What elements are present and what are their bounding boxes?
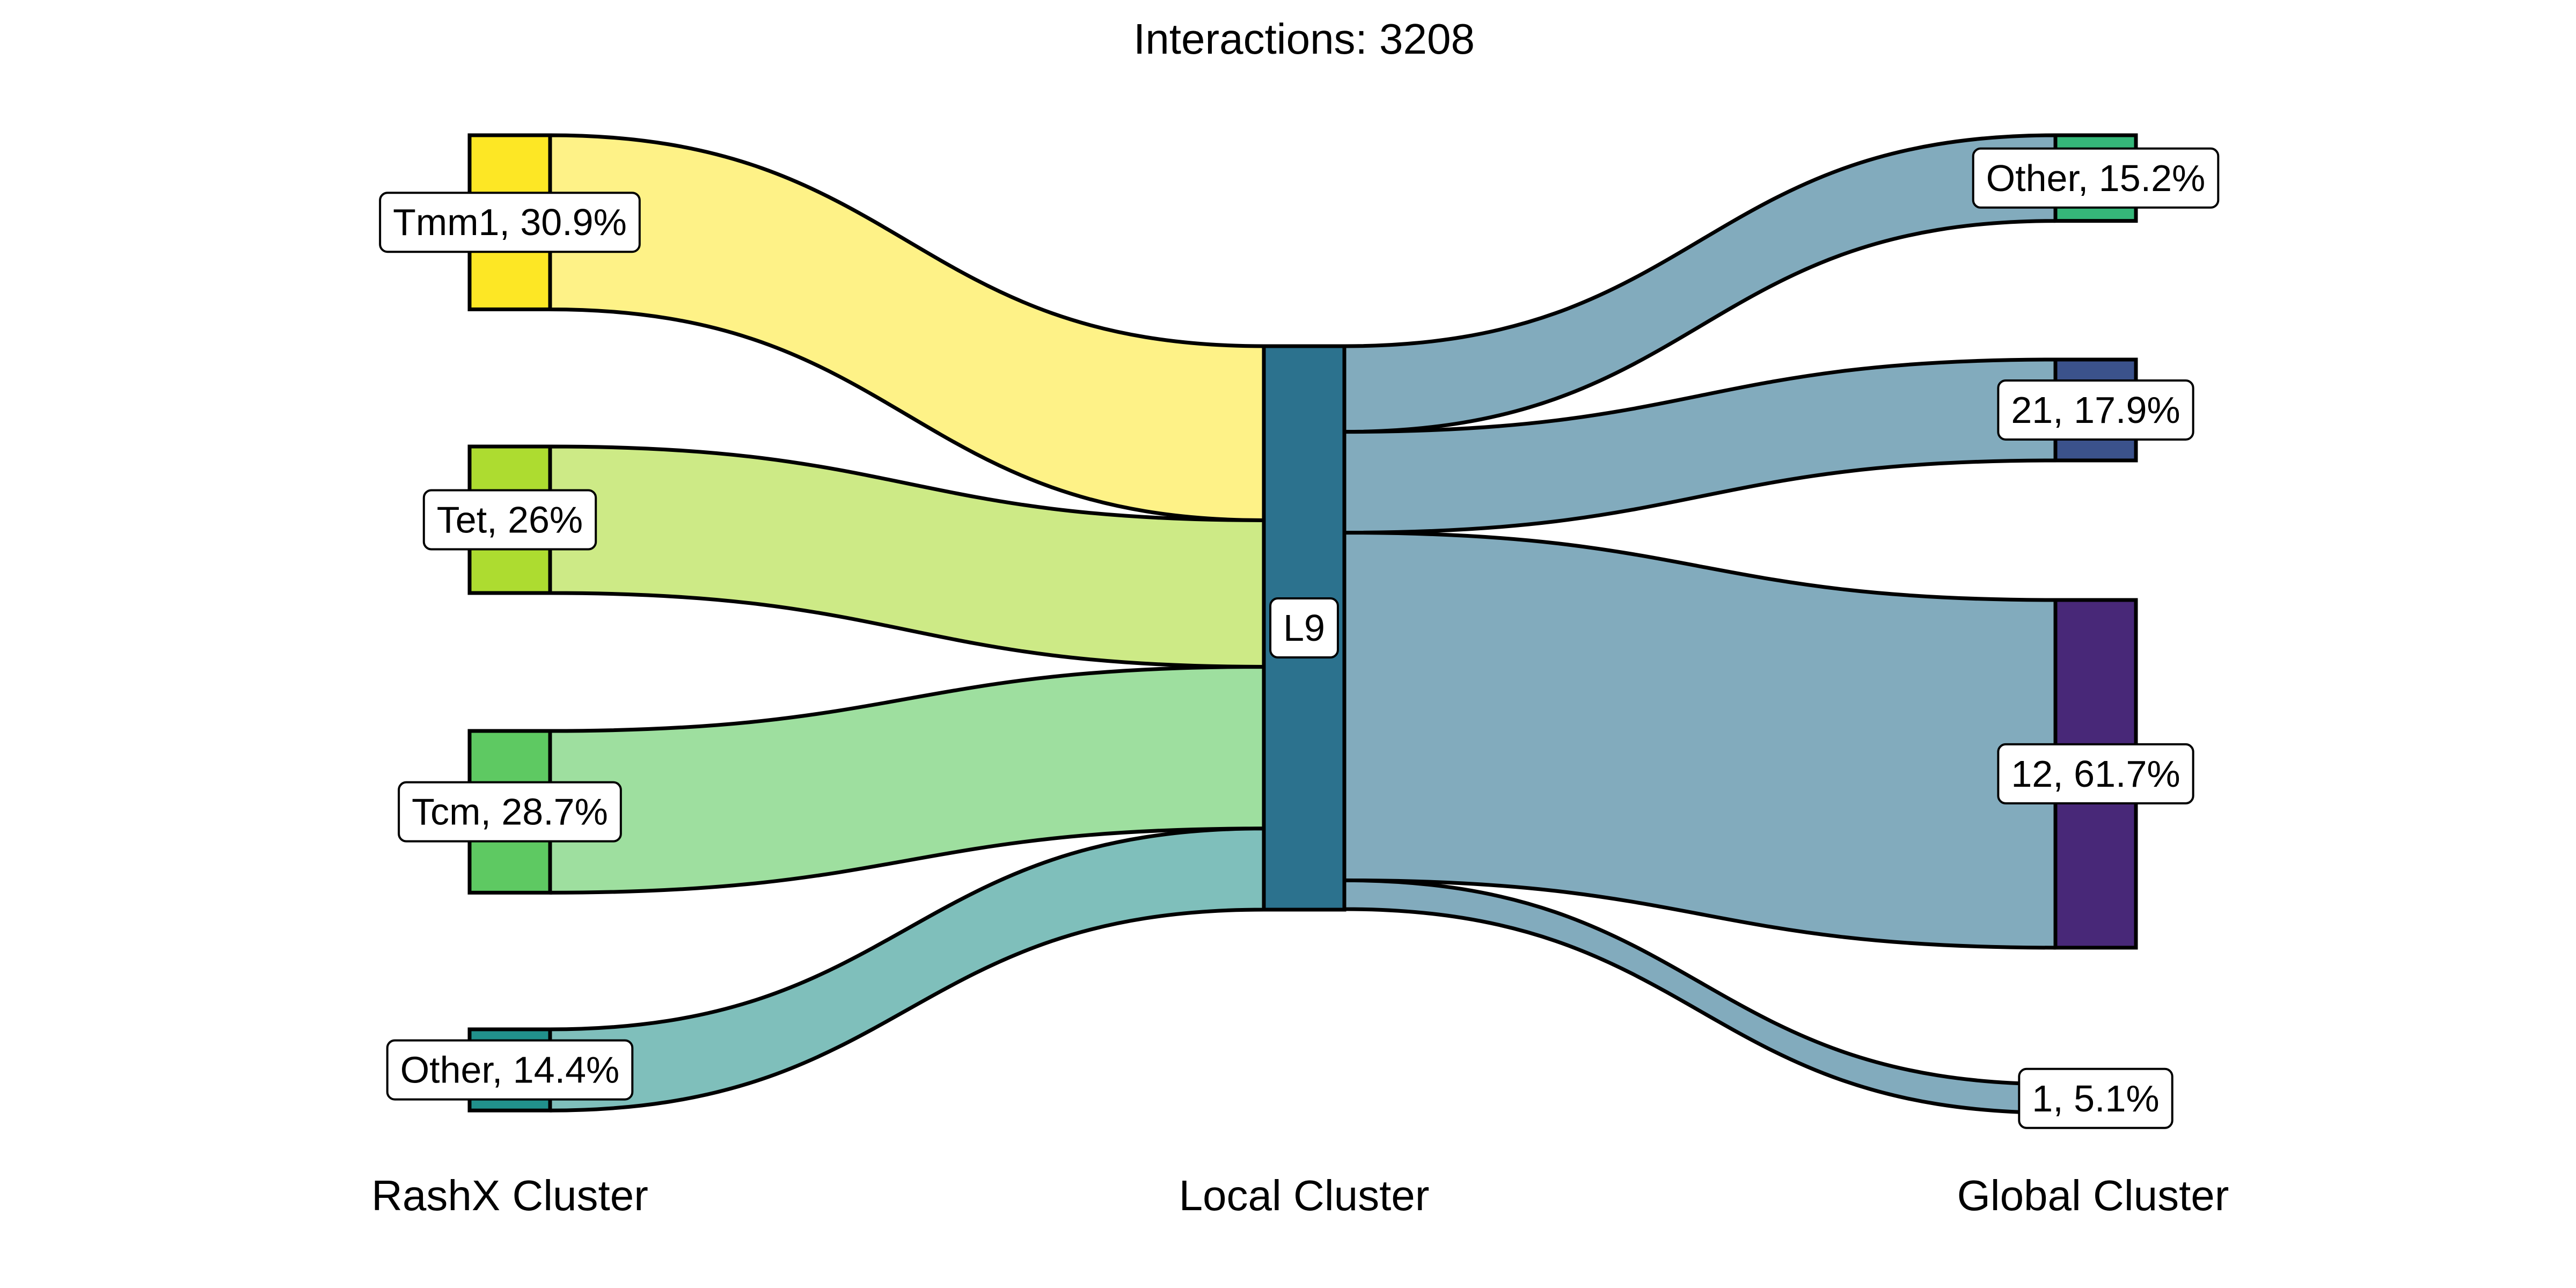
node-other-left-label: Other, 14.4% [386,1039,634,1101]
node-other-right-label-text: Other, 15.2% [1986,157,2206,199]
node-g21-label: 21, 17.9% [1997,379,2194,441]
node-tet-label-text: Tet, 26% [437,499,583,541]
node-g12-label-text: 12, 61.7% [2011,753,2180,795]
flow-l9-to-g12 [1342,531,2058,950]
axis-label-local-cluster: Local Cluster [1179,1172,1430,1219]
flows-layer [548,133,2058,1115]
node-tcm-label-box [398,781,622,843]
node-g12-label-box [1997,743,2194,804]
axis-label-rashx-cluster: RashX Cluster [371,1172,648,1219]
node-g1-label-text: 1, 5.1% [2032,1078,2159,1119]
labels-layer: Tmm1, 30.9% Tet, 26% Tcm, 28.7% Other, 14.4… [379,147,2220,1129]
node-l9-label-box [1269,597,1339,658]
node-g21-label-box [1997,379,2194,441]
node-tmm1-label-text: Tmm1, 30.9% [393,201,627,243]
node-tmm1-label-box [379,192,641,253]
node-other-right-label-box [1972,147,2220,209]
node-tcm-label: Tcm, 28.7% [398,781,622,843]
node-g12-label: 12, 61.7% [1997,743,2194,804]
diagram-title: Interactions: 3208 [1133,15,1475,63]
node-other-left-label-box [386,1039,634,1101]
node-tet-label-box [422,489,597,551]
node-l9-label: L9 [1269,597,1339,658]
node-l9-label-text: L9 [1283,607,1325,649]
node-g1-label-box [2018,1067,2174,1129]
node-g1-label: 1, 5.1% [2018,1067,2174,1129]
node-tmm1-label: Tmm1, 30.9% [379,192,641,253]
node-other-right-label: Other, 15.2% [1972,147,2220,209]
node-other-left-label-text: Other, 14.4% [400,1049,620,1091]
node-tcm-label-text: Tcm, 28.7% [412,791,608,833]
node-g21-label-text: 21, 17.9% [2011,389,2180,431]
node-tet-label: Tet, 26% [422,489,597,551]
axis-label-global-cluster: Global Cluster [1957,1172,2229,1219]
